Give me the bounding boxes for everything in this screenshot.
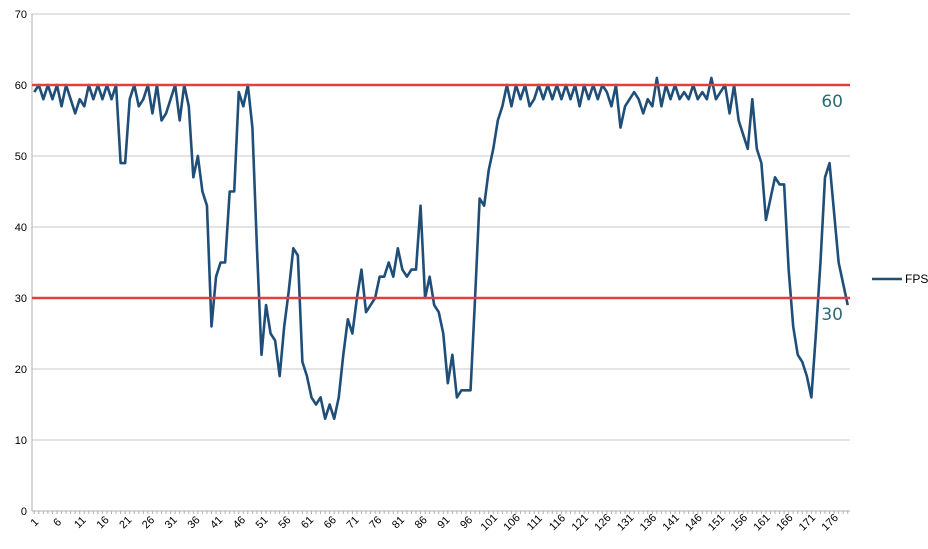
x-tick-label: 141 xyxy=(660,512,681,533)
x-tick-label: 51 xyxy=(254,514,271,531)
x-tick-label: 171 xyxy=(797,512,818,533)
x-tick-label: 121 xyxy=(570,512,591,533)
y-tick-label: 30 xyxy=(15,293,27,305)
x-tick-label: 56 xyxy=(276,514,293,531)
x-tick-label: 126 xyxy=(592,512,613,533)
x-tick-label: 131 xyxy=(615,512,636,533)
y-tick-label: 70 xyxy=(15,9,27,21)
x-axis-ticks: 1 6 11 16 21 26 31 36 41 46 51 56 61 66 71 76 81 86 91 96 10… xyxy=(29,511,849,533)
x-tick-label: 91 xyxy=(435,514,452,531)
x-tick-label: 111 xyxy=(525,513,545,533)
y-axis-ticks: 0 10 20 30 40 50 60 70 xyxy=(15,9,27,518)
x-tick-label: 166 xyxy=(774,512,795,533)
y-tick-label: 20 xyxy=(15,364,27,376)
x-tick-label: 66 xyxy=(322,514,339,531)
x-tick-label: 61 xyxy=(299,514,316,531)
x-tick-label: 146 xyxy=(683,512,704,533)
x-tick-label: 21 xyxy=(117,514,134,531)
grid-lines xyxy=(32,13,850,441)
legend: FPS xyxy=(872,272,928,286)
y-tick-label: 40 xyxy=(15,222,27,234)
x-tick-label: 6 xyxy=(51,516,64,529)
reference-lines: 60 30 xyxy=(32,83,850,325)
x-tick-label: 1 xyxy=(29,516,42,529)
x-tick-label: 86 xyxy=(413,514,430,531)
x-tick-label: 116 xyxy=(547,512,568,533)
x-tick-label: 71 xyxy=(345,514,362,531)
axes xyxy=(31,14,850,512)
x-tick-label: 81 xyxy=(390,514,407,531)
x-tick-label: 16 xyxy=(95,514,112,531)
series-line-fps xyxy=(33,76,850,421)
x-tick-label: 41 xyxy=(208,514,225,531)
reference-label-30: 30 xyxy=(821,305,843,325)
x-tick-label: 11 xyxy=(72,514,89,531)
x-tick-label: 156 xyxy=(729,512,750,533)
y-tick-label: 0 xyxy=(21,506,27,518)
x-tick-label: 101 xyxy=(479,512,500,533)
x-tick-label: 36 xyxy=(185,514,202,531)
x-tick-label: 46 xyxy=(231,514,248,531)
x-tick-label: 76 xyxy=(367,514,384,531)
x-tick-label: 106 xyxy=(501,512,522,533)
y-tick-label: 60 xyxy=(15,80,27,92)
x-tick-label: 161 xyxy=(751,512,772,533)
series-layer xyxy=(33,76,850,421)
y-tick-label: 10 xyxy=(15,435,27,447)
legend-label: FPS xyxy=(905,272,928,286)
y-tick-label: 50 xyxy=(15,151,27,163)
x-tick-label: 176 xyxy=(820,512,841,533)
x-tick-label: 136 xyxy=(638,512,659,533)
x-tick-label: 151 xyxy=(706,512,727,533)
x-tick-label: 31 xyxy=(163,514,180,531)
x-tick-label: 26 xyxy=(140,514,157,531)
reference-label-60: 60 xyxy=(821,92,843,112)
x-tick-label: 96 xyxy=(458,514,475,531)
